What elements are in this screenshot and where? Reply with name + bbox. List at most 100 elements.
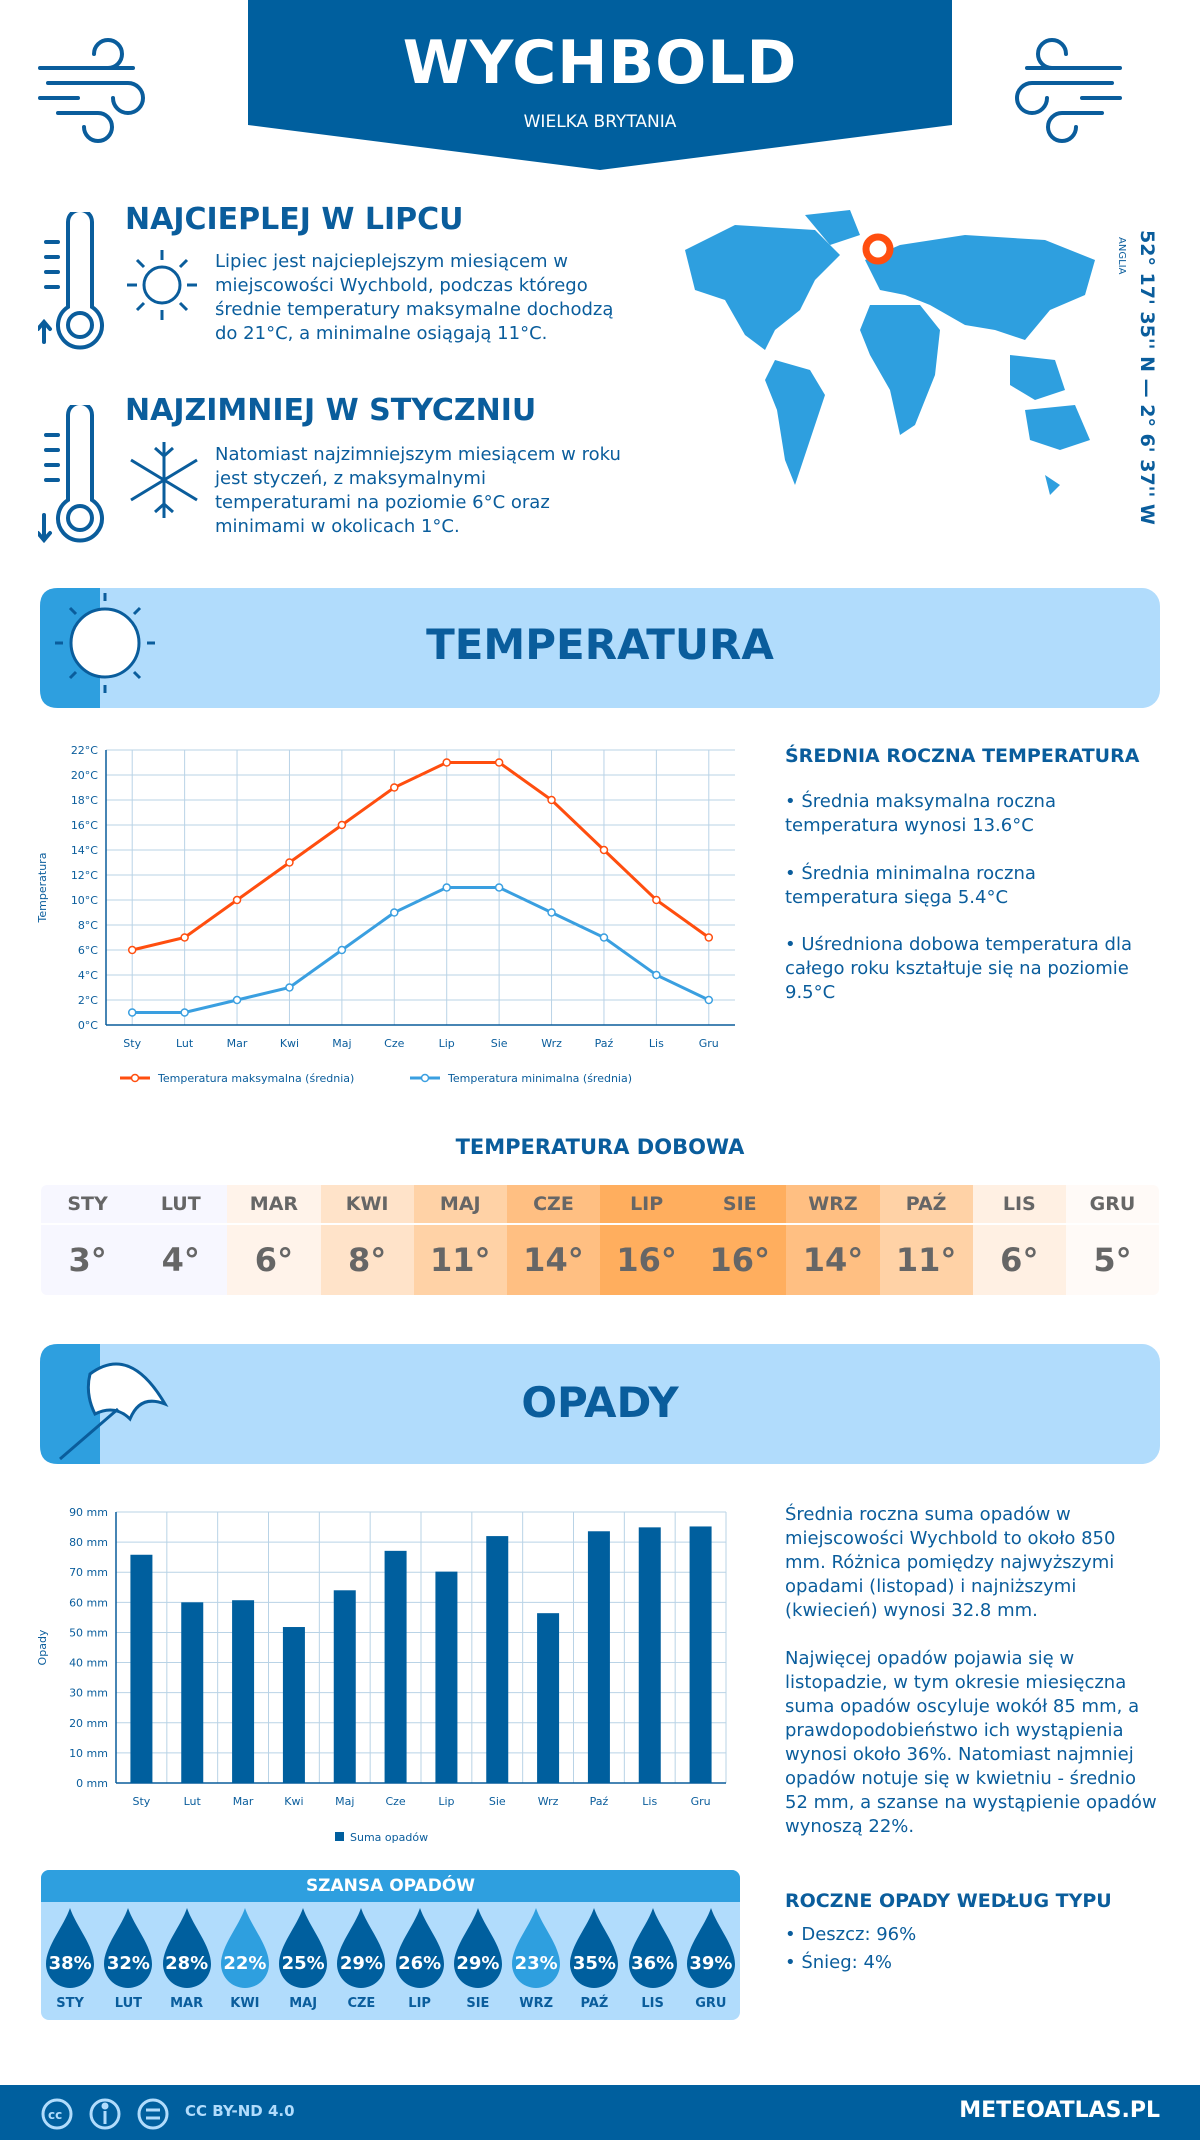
precip-chance-drop: 28% MAR <box>158 1908 216 2018</box>
chance-month: MAR <box>170 1996 204 2011</box>
data-point <box>390 908 399 917</box>
legend-label: Suma opadów <box>350 1831 428 1844</box>
precip-chance-drop: 22% KWI <box>216 1908 274 2018</box>
data-point <box>180 1008 189 1017</box>
warmest-text: Lipiec jest najcieplejszym miesiącem w m… <box>215 251 614 344</box>
y-tick-label: 60 mm <box>69 1596 108 1609</box>
precip-chance-drop: 23% WRZ <box>507 1908 565 2018</box>
svg-text:cc: cc <box>48 2108 62 2122</box>
y-tick-label: 6°C <box>78 944 98 957</box>
warmest-title: NAJCIEPLEJ W LIPCU <box>125 202 464 237</box>
chance-value: 22% <box>223 1953 267 1974</box>
raindrop-icon <box>686 1908 735 1988</box>
legend-label: Temperatura minimalna (średnia) <box>447 1072 632 1085</box>
data-point <box>652 970 661 980</box>
precip-chance-title: SZANSA OPADÓW <box>41 1870 740 1902</box>
y-tick-label: 14°C <box>71 844 98 857</box>
raindrop-icon <box>337 1908 386 1988</box>
daily-value: 5° <box>1093 1241 1132 1279</box>
bar <box>333 1590 356 1783</box>
daily-temp-cell: LUT 4° <box>134 1185 228 1295</box>
chance-value: 36% <box>631 1953 675 1974</box>
x-tick-label: Lip <box>438 1795 454 1808</box>
x-tick-label: Mar <box>227 1037 248 1050</box>
temp-bullet: • Średnia minimalna roczna temperatura s… <box>785 863 1036 908</box>
daily-month: WRZ <box>786 1185 880 1225</box>
data-point <box>285 858 294 867</box>
y-tick-label: 20 mm <box>69 1717 108 1730</box>
data-point <box>599 933 609 942</box>
y-tick-label: 30 mm <box>69 1687 108 1700</box>
daily-month: CZE <box>506 1185 601 1225</box>
umbrella-banner-icon <box>40 1344 169 1464</box>
temperature-banner <box>40 588 1160 708</box>
chance-value: 32% <box>106 1953 150 1974</box>
daily-month: LIS <box>972 1185 1066 1225</box>
daily-temp-title: TEMPERATURA DOBOWA <box>455 1135 745 1159</box>
x-tick-label: Cze <box>385 1795 405 1808</box>
chance-value: 35% <box>572 1953 616 1974</box>
data-point <box>232 895 242 905</box>
daily-temp-cell: WRZ 14° <box>786 1185 880 1295</box>
daily-month: SIE <box>693 1185 787 1225</box>
x-tick-label: Lis <box>649 1037 664 1050</box>
data-point <box>127 945 137 955</box>
page-title: WYCHBOLD <box>402 28 798 98</box>
x-tick-label: Gru <box>699 1037 719 1050</box>
chance-value: 28% <box>165 1953 209 1974</box>
daily-temp-cell: KWI 8° <box>320 1185 414 1295</box>
chance-month: SIE <box>466 1996 490 2011</box>
daily-value: 16° <box>616 1241 677 1279</box>
temperature-heading: TEMPERATURA <box>426 620 774 669</box>
daily-value: 4° <box>161 1241 200 1279</box>
y-tick-label: 10°C <box>71 894 98 907</box>
daily-value: 14° <box>802 1241 864 1279</box>
raindrop-icon <box>162 1908 211 1988</box>
daily-temp-cell: LIS 6° <box>972 1185 1066 1295</box>
bar <box>282 1627 305 1783</box>
temp-summary-title: ŚREDNIA ROCZNA TEMPERATURA <box>785 745 1140 767</box>
y-tick-label: 12°C <box>71 869 98 882</box>
data-point <box>180 933 189 942</box>
daily-value: 11° <box>430 1241 491 1279</box>
x-tick-label: Lut <box>176 1037 194 1050</box>
chance-month: CZE <box>347 1996 376 2011</box>
precip-chance-drop: 26% LIP <box>391 1908 449 2018</box>
daily-value: 16° <box>709 1241 771 1279</box>
daily-month: LUT <box>134 1185 228 1225</box>
coldest-text: Natomiast najzimniejszym miesiącem w rok… <box>215 444 621 537</box>
precip-text-2: Najwięcej opadów pojawia się w listopadz… <box>785 1648 1157 1837</box>
precip-chance-drop: 36% LIS <box>624 1908 682 2018</box>
data-point <box>442 758 451 767</box>
data-point <box>442 883 451 892</box>
world-map <box>685 210 1095 495</box>
footer: cc CC BY-ND 4.0 METEOATLAS.PL <box>0 2085 1200 2140</box>
y-tick-label: 18°C <box>71 794 98 807</box>
data-point <box>285 983 294 992</box>
wind-icon-right <box>1015 38 1122 143</box>
chance-month: KWI <box>230 1996 260 2011</box>
license-label[interactable]: CC BY-ND 4.0 <box>185 2102 295 2120</box>
bar <box>587 1531 610 1783</box>
x-tick-label: Lip <box>439 1037 455 1050</box>
x-tick-label: Mar <box>233 1795 254 1808</box>
legend-marker <box>420 1073 430 1083</box>
chance-value: 29% <box>456 1953 500 1974</box>
data-point <box>547 795 556 805</box>
data-point <box>390 783 399 792</box>
x-tick-label: Lut <box>184 1795 202 1808</box>
y-tick-label: 50 mm <box>69 1626 108 1639</box>
daily-temp-table: STY 3° LUT 4° MAR 6° KWI 8° MAJ 11° CZE 14° LIP 16° SI… <box>41 1185 1159 1295</box>
daily-month: GRU <box>1065 1185 1159 1225</box>
cc-license-icons[interactable]: cc <box>40 2097 170 2131</box>
precip-chance-drop: 29% SIE <box>449 1908 507 2018</box>
temperature-chart: 0°C 2°C 4°C 6°C 8°C 10°C 12°C 14°C 16°C 18°C 20°C 2… <box>36 744 735 1085</box>
x-tick-label: Sty <box>123 1037 141 1050</box>
sun-icon <box>127 250 197 320</box>
coordinates: 52° 17' 35'' N — 2° 6' 37'' W <box>1136 230 1158 525</box>
brand-link[interactable]: METEOATLAS.PL <box>959 2098 1160 2123</box>
series-line <box>132 886 710 1014</box>
bar <box>638 1527 661 1783</box>
y-tick-label: 70 mm <box>69 1566 108 1579</box>
y-tick-label: 22°C <box>71 744 98 757</box>
